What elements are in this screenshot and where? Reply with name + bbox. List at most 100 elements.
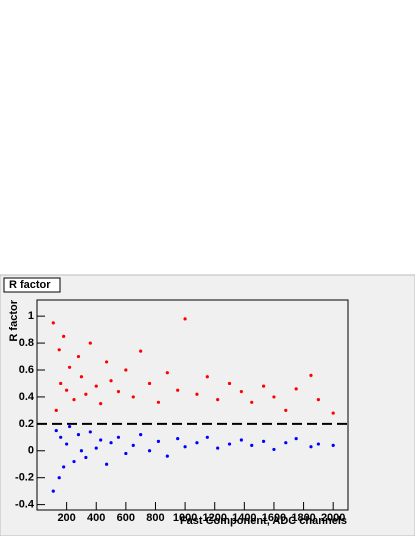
- scatter-point: [84, 455, 88, 460]
- scatter-point: [216, 446, 220, 450]
- scatter-point: [139, 433, 143, 437]
- scatter-point: [139, 349, 143, 353]
- scatter-point: [65, 442, 69, 446]
- scatter-point: [94, 446, 98, 450]
- y-tick-label: 0.6: [19, 364, 34, 376]
- scatter-point: [116, 435, 121, 439]
- scatter-point: [99, 438, 103, 442]
- scatter-point: [116, 389, 121, 394]
- scatter-point: [67, 424, 72, 429]
- scatter-point: [99, 402, 103, 406]
- scatter-point: [105, 462, 109, 466]
- y-tick-label: 0.2: [19, 418, 34, 430]
- chart-title: R factor: [9, 279, 51, 291]
- scatter-point: [272, 395, 276, 399]
- x-tick-label: 600: [117, 512, 135, 524]
- scatter-point: [57, 348, 61, 352]
- scatter-point: [57, 476, 61, 480]
- scatter-point: [72, 459, 76, 464]
- scatter-point: [65, 388, 69, 392]
- scatter-point: [54, 408, 58, 412]
- scatter-point: [67, 365, 72, 369]
- y-tick-label: -0.2: [15, 472, 34, 484]
- scatter-point: [156, 400, 161, 404]
- scatter-point: [156, 439, 161, 443]
- scatter-point: [239, 389, 243, 394]
- y-tick-label: 1: [28, 310, 34, 322]
- scatter-point: [250, 443, 254, 447]
- scatter-point: [227, 381, 232, 386]
- x-tick-label: 400: [87, 512, 105, 524]
- scatter-point: [131, 395, 135, 399]
- y-tick-label: -0.4: [15, 499, 35, 511]
- scatter-point: [79, 449, 84, 453]
- scatter-point: [239, 438, 243, 442]
- scatter-point: [331, 443, 335, 447]
- y-axis-label: R factor: [8, 299, 20, 341]
- scatter-point: [62, 465, 66, 469]
- scatter-point: [284, 441, 288, 445]
- scatter-point: [147, 449, 152, 453]
- scatter-point: [261, 439, 266, 443]
- scatter-point: [109, 441, 113, 445]
- y-tick-label: 0.4: [19, 391, 35, 403]
- scatter-point: [59, 381, 63, 386]
- x-tick-label: 200: [57, 512, 75, 524]
- scatter-point: [72, 398, 76, 402]
- scatter-point: [105, 360, 109, 364]
- scatter-point: [59, 435, 63, 439]
- scatter-point: [84, 392, 88, 396]
- title-box: [3, 277, 61, 293]
- scatter-point: [261, 384, 266, 388]
- x-axis-label: Fast Component, ADC channels: [180, 515, 347, 527]
- scatter-point: [94, 384, 98, 388]
- scatter-point: [309, 373, 313, 377]
- scatter-point: [88, 430, 92, 434]
- scatter-point: [227, 442, 232, 446]
- scatter-point: [316, 442, 320, 446]
- x-tick-label: 1400: [232, 512, 256, 524]
- scatter-point: [195, 441, 199, 445]
- scatter-point: [272, 447, 276, 452]
- scatter-point: [250, 400, 254, 404]
- x-tick-label: 1200: [202, 512, 226, 524]
- scatter-point: [124, 451, 128, 456]
- scatter-point: [51, 489, 55, 493]
- y-tick-label: 0.8: [19, 337, 34, 349]
- scatter-point: [294, 387, 298, 391]
- scatter-point: [147, 381, 152, 386]
- scatter-point: [216, 398, 220, 402]
- scatter-point: [109, 379, 113, 383]
- scatter-point: [205, 435, 209, 439]
- scatter-point: [131, 443, 135, 447]
- x-tick-label: 800: [146, 512, 164, 524]
- x-tick-label: 2000: [321, 512, 345, 524]
- plot-frame: [36, 299, 349, 511]
- scatter-point: [76, 433, 81, 437]
- scatter-point: [176, 388, 180, 392]
- scatter-point: [62, 334, 66, 338]
- y-tick-label: 0: [28, 445, 34, 457]
- scatter-point: [124, 368, 128, 372]
- x-tick-label: 1800: [291, 512, 315, 524]
- x-tick-label: 1000: [173, 512, 197, 524]
- scatter-point: [316, 398, 320, 402]
- scatter-point: [195, 392, 199, 396]
- scatter-point: [205, 375, 209, 379]
- scatter-point: [284, 408, 288, 412]
- scatter-point: [176, 437, 180, 441]
- scatter-point: [331, 411, 335, 415]
- scatter-point: [165, 454, 169, 458]
- scatter-point: [54, 428, 58, 433]
- scatter-point: [294, 437, 298, 441]
- scatter-point: [183, 317, 187, 321]
- scatter-point: [51, 321, 55, 325]
- scatter-point: [165, 371, 169, 375]
- scatter-point: [309, 445, 313, 449]
- scatter-point: [76, 354, 81, 359]
- scatter-point: [79, 375, 84, 379]
- x-tick-label: 1600: [262, 512, 286, 524]
- scatter-point: [183, 445, 187, 449]
